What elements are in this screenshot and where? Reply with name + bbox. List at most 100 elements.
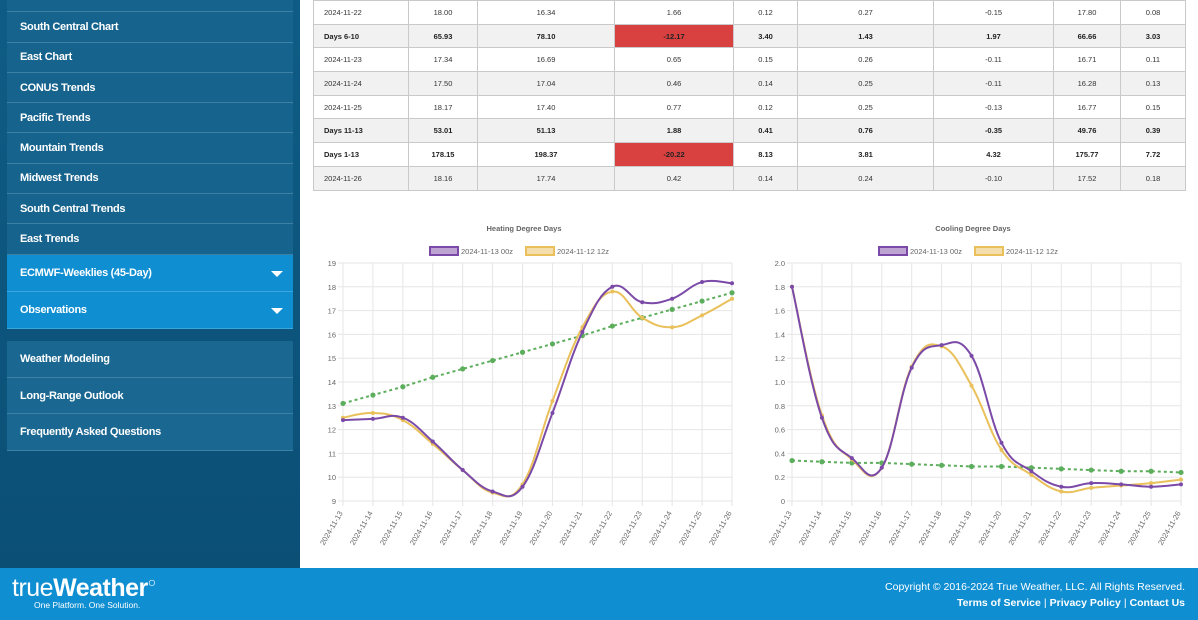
x-tick-label: 2024-11-23 bbox=[1066, 510, 1093, 547]
sidebar-item-midwest-trends[interactable]: Midwest Trends bbox=[7, 163, 293, 195]
table-cell: 0.27 bbox=[797, 0, 934, 25]
trend-point bbox=[1148, 468, 1154, 474]
series-point bbox=[670, 325, 675, 330]
y-tick-label: 1.0 bbox=[775, 378, 785, 387]
x-tick-label: 2024-11-22 bbox=[1036, 510, 1063, 547]
terms-of-service-link[interactable]: Terms of Service bbox=[957, 597, 1041, 609]
sidebar-dropdown-ecmwf-weeklies[interactable]: ECMWF-Weeklies (45-Day) bbox=[7, 254, 293, 292]
sidebar-item-pacific-trends[interactable]: Pacific Trends bbox=[7, 103, 293, 134]
series-point bbox=[1089, 481, 1094, 486]
sidebar-item-mountain-trends[interactable]: Mountain Trends bbox=[7, 133, 293, 164]
table-cell: 16.34 bbox=[477, 0, 615, 25]
x-tick-label: 2024-11-15 bbox=[827, 510, 854, 547]
series-point bbox=[430, 439, 435, 444]
trend-point bbox=[1028, 465, 1034, 471]
copyright-text: Copyright © 2016-2024 True Weather, LLC.… bbox=[885, 581, 1185, 593]
series-point bbox=[520, 484, 525, 489]
table-cell: 198.37 bbox=[477, 142, 615, 167]
sidebar-item-south-central-trends[interactable]: South Central Trends bbox=[7, 194, 293, 225]
sidebar-item-label: Long-Range Outlook bbox=[20, 389, 124, 402]
series-point bbox=[1179, 482, 1183, 487]
sidebar-item-label: Midwest Trends bbox=[20, 172, 99, 185]
x-tick-label: 2024-11-17 bbox=[887, 510, 914, 547]
sidebar-item-label: South Central Trends bbox=[20, 202, 126, 215]
table-cell: 0.15 bbox=[1120, 94, 1186, 120]
series-point bbox=[969, 383, 974, 388]
sidebar-item-south-central-chart[interactable]: South Central Chart bbox=[7, 12, 293, 43]
sidebar-nav-top: South Central Chart East Chart CONUS Tre… bbox=[7, 0, 293, 329]
series-point bbox=[879, 465, 884, 470]
series-point bbox=[460, 468, 465, 473]
y-tick-label: 14 bbox=[328, 378, 336, 387]
series-point bbox=[1029, 469, 1034, 474]
table-row: 2024-11-24 17.50 17.04 0.46 0.14 0.25 -0.11 16.… bbox=[313, 71, 1186, 96]
trend-point bbox=[819, 459, 825, 465]
sidebar-dropdown-observations[interactable]: Observations bbox=[7, 291, 293, 329]
trend-point bbox=[430, 374, 436, 380]
trend-point bbox=[340, 400, 346, 407]
sidebar-item-long-range-outlook[interactable]: Long-Range Outlook bbox=[7, 377, 293, 415]
sidebar-item-previous[interactable] bbox=[7, 0, 293, 13]
x-tick-label: 2024-11-17 bbox=[438, 510, 465, 547]
series-point bbox=[1059, 489, 1064, 494]
legend-label: 2024-11-12 12z bbox=[1006, 247, 1058, 256]
series-point bbox=[1059, 484, 1064, 489]
table-row-label: 2024-11-24 bbox=[313, 71, 409, 96]
series-line bbox=[342, 290, 733, 498]
table-cell: 16.69 bbox=[477, 47, 615, 73]
trend-point bbox=[519, 349, 526, 355]
trend-point bbox=[490, 357, 496, 364]
series-point bbox=[700, 313, 705, 318]
trueweather-logo[interactable]: trueWeather○ One Platform. One Solution. bbox=[12, 574, 156, 610]
series-point bbox=[849, 456, 854, 461]
chevron-down-icon bbox=[271, 307, 283, 314]
table-cell: 0.08 bbox=[1120, 0, 1186, 25]
table-row: 2024-11-23 17.34 16.69 0.65 0.15 0.26 -0.11 16.… bbox=[313, 47, 1186, 73]
trend-line bbox=[342, 291, 733, 405]
table-cell: 0.76 bbox=[797, 118, 934, 144]
table-cell: 0.25 bbox=[797, 71, 934, 96]
y-tick-label: 0.4 bbox=[775, 449, 785, 458]
contact-us-link[interactable]: Contact Us bbox=[1129, 597, 1185, 609]
series-point bbox=[909, 365, 914, 370]
table-cell: 0.65 bbox=[614, 47, 734, 73]
y-tick-label: 0.6 bbox=[775, 426, 785, 435]
series-point bbox=[700, 280, 705, 285]
table-cell: 78.10 bbox=[477, 23, 615, 49]
table-cell: 17.40 bbox=[477, 94, 615, 120]
trend-point bbox=[1118, 468, 1124, 474]
trend-point bbox=[370, 392, 376, 398]
y-tick-label: 12 bbox=[328, 426, 336, 435]
sidebar: South Central Chart East Chart CONUS Tre… bbox=[0, 0, 300, 568]
logo-text-light: true bbox=[12, 574, 54, 602]
x-tick-label: 2024-11-18 bbox=[917, 510, 944, 547]
table-cell: -12.17 bbox=[614, 23, 734, 49]
table-cell: 17.52 bbox=[1053, 165, 1121, 191]
table-cell: 0.24 bbox=[797, 165, 934, 191]
table-cell: 0.12 bbox=[733, 94, 798, 120]
table-cell: 175.77 bbox=[1053, 142, 1121, 167]
table-cell: 0.18 bbox=[1120, 165, 1186, 191]
series-point bbox=[969, 353, 974, 358]
sidebar-item-conus-trends[interactable]: CONUS Trends bbox=[7, 72, 293, 104]
legend-swatch bbox=[429, 246, 459, 256]
cooling-degree-days-chart: Cooling Degree Days 2024-11-13 00z 2024-11… bbox=[757, 218, 1197, 553]
sidebar-item-weather-modeling[interactable]: Weather Modeling bbox=[7, 341, 293, 378]
trend-point bbox=[998, 463, 1005, 470]
y-tick-label: 1.8 bbox=[775, 283, 785, 292]
series-point bbox=[550, 399, 555, 404]
logo-tagline: One Platform. One Solution. bbox=[34, 600, 141, 610]
y-tick-label: 17 bbox=[328, 307, 336, 316]
sidebar-item-east-trends[interactable]: East Trends bbox=[7, 224, 293, 255]
table-cell: -0.11 bbox=[933, 71, 1054, 96]
table-row: Days 6-10 65.93 78.10 -12.17 3.40 1.43 1.97 66.… bbox=[313, 23, 1186, 49]
y-tick-label: 13 bbox=[328, 402, 336, 411]
legend-label: 2024-11-13 00z bbox=[910, 247, 962, 256]
table-row: 2024-11-22 18.00 16.34 1.66 0.12 0.27 -0.15 17.… bbox=[313, 0, 1186, 25]
sidebar-item-east-chart[interactable]: East Chart bbox=[7, 42, 293, 73]
series-point bbox=[1149, 481, 1154, 486]
privacy-policy-link[interactable]: Privacy Policy bbox=[1049, 597, 1121, 609]
table-cell: 4.32 bbox=[933, 142, 1054, 167]
sidebar-item-faq[interactable]: Frequently Asked Questions bbox=[7, 414, 293, 452]
table-cell: 53.01 bbox=[408, 118, 478, 144]
